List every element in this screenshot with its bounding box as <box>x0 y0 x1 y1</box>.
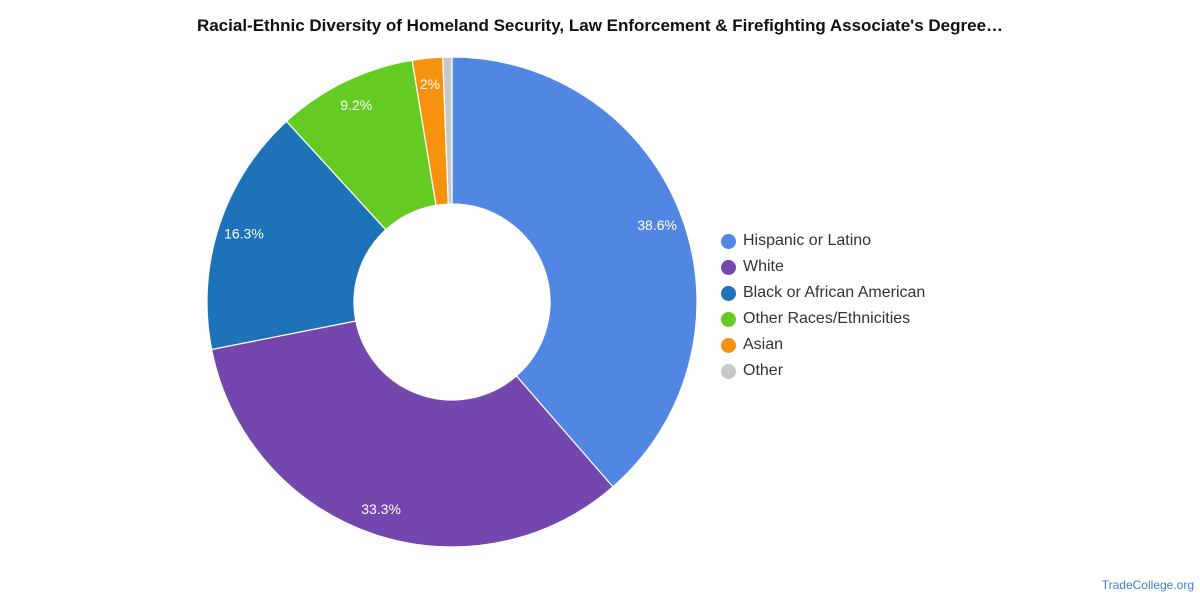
slice-black-or-african-american[interactable] <box>206 120 387 351</box>
legend-label: Other <box>743 362 784 379</box>
legend-swatch-icon <box>721 285 736 301</box>
legend-swatch-icon <box>721 337 736 353</box>
legend-swatch-icon <box>721 259 736 275</box>
legend-item[interactable]: Asian <box>721 332 925 358</box>
legend-swatch-icon <box>721 233 736 249</box>
slice-value-label: 16.3% <box>224 226 264 242</box>
slice-value-label: 33.3% <box>361 501 401 517</box>
legend-label: Black or African American <box>743 284 926 301</box>
legend-label: Hispanic or Latino <box>743 232 872 249</box>
legend-label: Other Races/Ethnicities <box>743 310 911 327</box>
slice-hispanic-or-latino[interactable] <box>451 56 698 488</box>
legend-label: White <box>743 258 784 275</box>
slice-value-label: 38.6% <box>637 217 677 233</box>
legend-item[interactable]: Black or African American <box>721 280 925 306</box>
chart-legend: Hispanic or Latino White Black or African … <box>721 228 925 384</box>
legend-item[interactable]: Hispanic or Latino <box>721 228 925 254</box>
slice-other[interactable] <box>442 56 453 205</box>
source-credit[interactable]: TradeCollege.org <box>1101 578 1194 592</box>
legend-item[interactable]: Other Races/Ethnicities <box>721 306 925 332</box>
slice-white[interactable] <box>210 320 614 548</box>
slice-value-label: 9.2% <box>340 97 372 113</box>
legend-item[interactable]: White <box>721 254 925 280</box>
slice-value-label: 2% <box>420 76 440 92</box>
legend-item[interactable]: Other <box>721 358 925 384</box>
legend-label: Asian <box>743 336 784 353</box>
chart-title: Racial-Ethnic Diversity of Homeland Secu… <box>196 16 1004 35</box>
legend-swatch-icon <box>721 311 736 327</box>
legend-swatch-icon <box>721 363 736 379</box>
